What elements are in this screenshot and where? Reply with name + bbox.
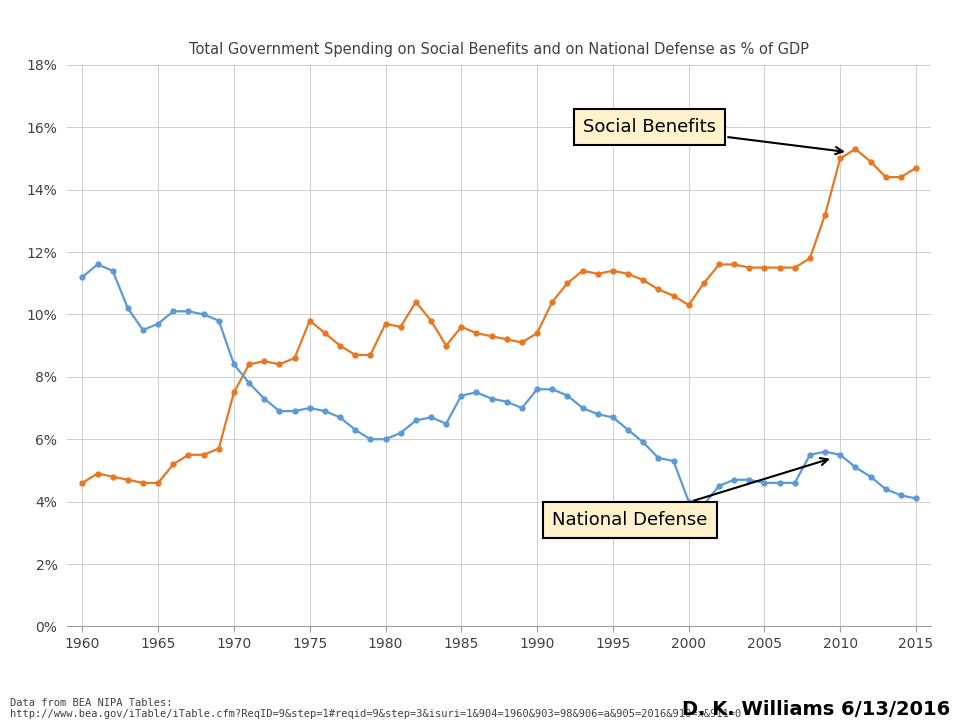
Text: D. K. Williams 6/13/2016: D. K. Williams 6/13/2016 (683, 701, 950, 719)
Text: Social Benefits: Social Benefits (583, 118, 843, 154)
Title: Total Government Spending on Social Benefits and on National Defense as % of GDP: Total Government Spending on Social Bene… (189, 42, 809, 57)
Text: National Defense: National Defense (552, 458, 828, 529)
Text: Data from BEA NIPA Tables:
http://www.bea.gov/iTable/iTable.cfm?ReqID=9&step=1#r: Data from BEA NIPA Tables: http://www.be… (10, 698, 741, 719)
